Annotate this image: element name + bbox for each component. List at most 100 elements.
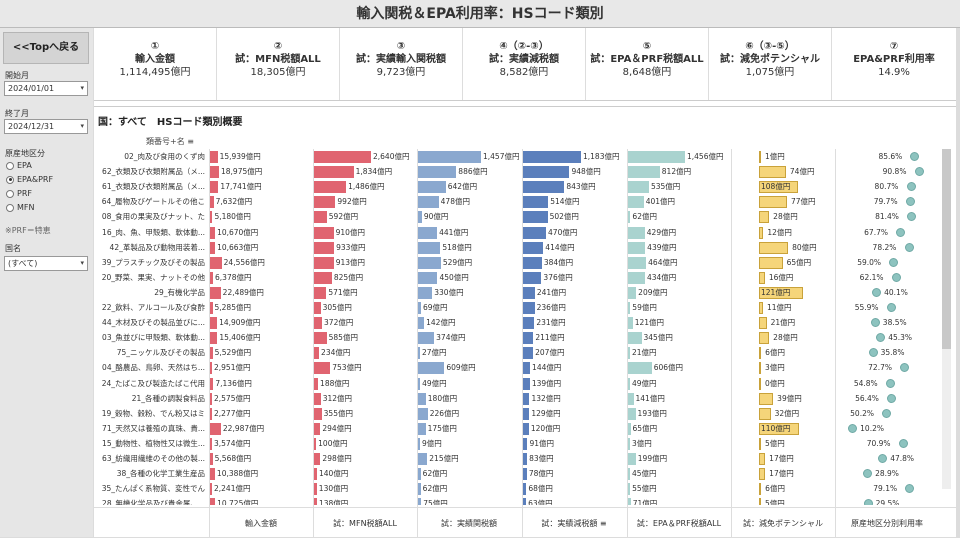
value-label: 65億円 [786, 257, 812, 267]
column-divider [522, 149, 523, 538]
table-row[interactable]: 08_食用の果実及びナット、た 5,180億円 592億円 90億円 502億円 62億円… [94, 209, 944, 225]
table-row[interactable]: 22_飲料、アルコール及び食酢 5,285億円 305億円 69億円 236億円 59億円… [94, 300, 944, 316]
col-header-epa-prf: 試：EPA＆PRF税額ALL [636, 519, 722, 528]
value-label: 24,556億円 [223, 257, 265, 267]
value-label: 231億円 [536, 318, 566, 328]
value-bar [210, 211, 213, 224]
kpi-label: 試：EPA＆PRF税額ALL [590, 54, 704, 65]
country-select[interactable]: (すべて) ▾ [4, 256, 88, 271]
value-label: 913億円 [335, 257, 366, 267]
end-month-select[interactable]: 2024/12/31 ▾ [4, 119, 88, 134]
value-label: 5,568億円 [214, 454, 252, 463]
table-row[interactable]: 35_たんぱく系物質、変性でん 2,241億円 130億円 62億円 68億円 55億円 6… [94, 481, 944, 497]
value-label: 10,725億円 [217, 499, 259, 505]
value-bar [523, 347, 534, 360]
table-row[interactable]: 02_肉及び食用のくず肉 15,939億円 2,640億円 1,457億円 1,183億… [94, 149, 944, 165]
value-bar [628, 392, 634, 405]
usage-rate-dot [907, 212, 917, 222]
table-row[interactable]: 04_酪農品、鳥卵、天然はち... 2,951億円 753億円 609億円 144億円 6… [94, 360, 944, 376]
value-bar [418, 407, 428, 420]
value-bar [628, 181, 649, 194]
kpi-label: 試：MFN税額ALL [235, 54, 321, 65]
table-row[interactable]: 29_有機化学品 22,489億円 571億円 330億円 241億円 209億円 121億… [94, 285, 944, 301]
radio-mfn[interactable]: MFN [6, 203, 35, 212]
col-header-reduction[interactable]: 試：実績減税額 ≡ [522, 518, 626, 529]
value-bar [759, 453, 766, 465]
value-label: 2,277億円 [214, 408, 251, 418]
table-row[interactable]: 21_各種の調製食料品 2,575億円 312億円 180億円 132億円 141億円 39… [94, 391, 944, 407]
table-row[interactable]: 61_衣類及び衣類附属品（メ... 17,741億円 1,486億円 642億円 843… [94, 179, 944, 195]
value-bar [314, 392, 321, 405]
radio-label: PRF [17, 189, 32, 198]
value-bar [418, 211, 422, 224]
value-label: 45億円 [632, 469, 657, 479]
chevron-down-icon: ▾ [80, 259, 84, 267]
row-label: 38_各種の化学工業生産品 [116, 469, 205, 479]
usage-rate-label: 56.4% [855, 393, 879, 403]
table-row[interactable]: 44_木材及びその製品並びに... 14,909億円 372億円 142億円 231億円… [94, 315, 944, 331]
value-label: 68億円 [528, 484, 553, 494]
table-row[interactable]: 03_魚並びに甲殻類、軟体動... 15,406億円 585億円 374億円 211億円… [94, 330, 944, 346]
value-label: 948億円 [571, 167, 601, 177]
radio-epa-prf[interactable]: EPA&PRF [6, 175, 53, 184]
value-bar [759, 286, 803, 299]
row-label: 71_天然又は養殖の真珠、貴... [102, 423, 205, 433]
value-bar [523, 362, 531, 375]
back-to-top-button[interactable]: <<Topへ戻る [3, 32, 89, 64]
vertical-scrollbar[interactable] [942, 149, 951, 489]
chevron-down-icon: ▾ [80, 84, 84, 92]
value-bar [628, 347, 630, 360]
value-bar [314, 241, 335, 254]
value-bar [523, 302, 535, 314]
value-label: 5,529億円 [214, 348, 252, 358]
value-label: 535億円 [650, 182, 681, 192]
col-header-label: 試：実績減税額 [541, 519, 598, 528]
radio-prf[interactable]: PRF [6, 189, 32, 198]
table-row[interactable]: 24_たばこ及び製造たばこ代用 7,136億円 188億円 49億円 139億円 49億円… [94, 376, 944, 392]
value-bar [523, 483, 527, 496]
scrollbar-thumb[interactable] [942, 149, 951, 349]
value-label: 414億円 [545, 242, 575, 252]
row-label: 15_動物性、植物性又は微生... [102, 438, 205, 448]
row-label: 39_プラスチック及びその製品 [101, 257, 205, 267]
table-row[interactable]: 63_紡織用繊維のその他の製... 5,568億円 298億円 215億円 83億円 19… [94, 451, 944, 467]
kpi-label: 試：実績輸入関税額 [356, 54, 446, 65]
end-month-label: 終了月 [5, 109, 29, 118]
value-label: 372億円 [324, 318, 354, 328]
table-row[interactable]: 64_履物及びゲートルその他こ 7,632億円 992億円 478億円 514億円 401… [94, 194, 944, 210]
value-bar [628, 377, 630, 390]
table-row[interactable]: 71_天然又は養殖の真珠、貴... 22,987億円 294億円 175億円 120億円… [94, 421, 944, 437]
table-row[interactable]: 75_ニッケル及びその製品 5,529億円 234億円 27億円 207億円 21億円 6億… [94, 345, 944, 361]
value-label: 18,975億円 [221, 167, 263, 177]
table-row[interactable]: 15_動物性、植物性又は微生... 3,574億円 100億円 9億円 91億円 3億円 5… [94, 436, 944, 452]
value-label: 14,909億円 [219, 318, 261, 328]
usage-rate-label: 59.0% [857, 257, 882, 267]
table-row[interactable]: 62_衣類及び衣類附属品（メ... 18,975億円 1,834億円 886億円 948… [94, 164, 944, 180]
usage-rate-label: 67.7% [864, 227, 888, 237]
row-label: 03_魚並びに甲殻類、軟体動... [102, 333, 205, 343]
kpi-value: 1,114,495億円 [119, 67, 191, 78]
value-label: 142億円 [426, 318, 456, 328]
sort-header[interactable]: 類番号+名 ≡ [146, 136, 194, 147]
value-label: 130億円 [318, 484, 349, 494]
usage-rate-dot [889, 257, 899, 267]
table-row[interactable]: 39_プラスチック及びその製品 24,556億円 913億円 529億円 384億円 46… [94, 255, 944, 271]
table-row[interactable]: 16_肉、魚、甲殻類、軟体動... 10,670億円 910億円 441億円 470億円… [94, 225, 944, 241]
usage-rate-dot [882, 408, 892, 418]
value-bar [314, 483, 317, 496]
value-label: 78億円 [528, 469, 554, 479]
value-bar [210, 181, 219, 194]
table-row[interactable]: 20_野菜、果実、ナットその他 6,378億円 825億円 450億円 376億円 434… [94, 270, 944, 286]
start-month-select[interactable]: 2024/01/01 ▾ [4, 81, 88, 96]
table-row[interactable]: 28_無機化学品及び貴金属、... 10,725億円 138億円 75億円 63億円 71… [94, 496, 944, 505]
value-bar [759, 377, 761, 390]
table-row[interactable]: 38_各種の化学工業生産品 10,388億円 140億円 62億円 78億円 45億円 17… [94, 466, 944, 482]
usage-rate-label: 79.1% [873, 484, 898, 494]
radio-epa[interactable]: EPA [6, 161, 32, 170]
value-label: 529億円 [442, 257, 473, 267]
value-label: 294億円 [322, 423, 352, 433]
table-row[interactable]: 42_革製品及び動物用装着... 10,663億円 933億円 518億円 414億円 4… [94, 240, 944, 256]
value-bar [314, 377, 319, 390]
table-row[interactable]: 19_穀物、穀粉、でん粉又はミ 2,277億円 355億円 226億円 129億円 193… [94, 406, 944, 422]
value-label: 77億円 [791, 197, 816, 207]
